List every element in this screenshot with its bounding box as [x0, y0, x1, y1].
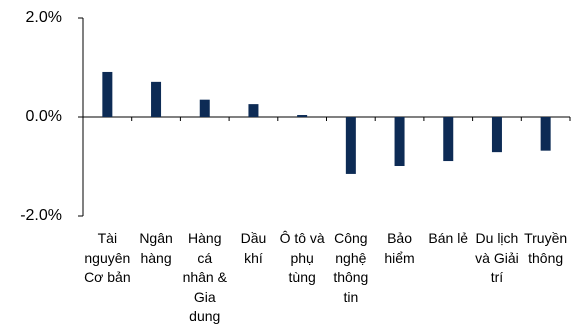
- x-tick-label-line: Bán lẻ: [428, 230, 469, 246]
- x-tick-label-line: hàng: [140, 249, 172, 266]
- x-tick-label-line: Tài: [97, 230, 118, 246]
- x-tick-label-line: Dầu: [240, 230, 267, 246]
- x-tick-label-line: phụ: [290, 249, 314, 266]
- x-tick-label-line: tin: [343, 288, 359, 305]
- x-tick-label: Bảo hiểm: [375, 229, 425, 268]
- x-tick-label-line: tùng: [288, 269, 316, 285]
- x-tick-label-line: nghệ: [335, 249, 367, 266]
- bar: [491, 117, 502, 153]
- x-tick-label: Công nghệ thông tin: [326, 229, 376, 307]
- x-tick-label-line: Ngân: [139, 230, 173, 246]
- x-tick-label-line: Cơ bản: [84, 269, 131, 285]
- x-tick-label: Dầu khí: [228, 229, 278, 268]
- x-tick-label-line: Hàng: [188, 230, 222, 246]
- bar: [151, 81, 162, 117]
- bar: [443, 117, 454, 162]
- y-tick-label: 2.0%: [25, 9, 62, 26]
- x-tick-label-line: Du lịch: [475, 230, 519, 246]
- x-tick-label-line: và Giải: [475, 249, 519, 266]
- x-tick-label: Hàng cá nhân & Gia dung: [180, 229, 230, 327]
- y-tick-label: -2.0%: [20, 207, 62, 224]
- x-tick-label-line: thông: [333, 269, 369, 285]
- x-tick-label-line: khí: [244, 249, 263, 266]
- x-tick-label: Ngân hàng: [131, 229, 181, 268]
- x-tick-label: Ô tô và phụ tùng: [277, 229, 327, 288]
- x-tick-label-line: trí: [490, 269, 504, 285]
- bar: [199, 99, 210, 117]
- x-tick-label-line: nguyên: [84, 249, 131, 266]
- x-tick-label: Tài nguyên Cơ bản: [82, 229, 132, 288]
- x-tick-label-line: Công: [334, 230, 368, 246]
- y-tick-label: 0.0%: [25, 108, 62, 125]
- bar: [297, 115, 308, 117]
- x-tick-label-line: hiểm: [384, 249, 415, 266]
- bar: [102, 71, 113, 117]
- x-tick-label: Du lịch và Giải trí: [472, 229, 522, 288]
- bar: [345, 117, 356, 174]
- x-tick-label-line: nhân &: [182, 269, 227, 285]
- x-tick-label-line: cá: [197, 249, 213, 266]
- x-tick-label: Bán lẻ: [423, 229, 473, 249]
- x-tick-label-line: dung: [189, 308, 221, 324]
- x-tick-label-line: Truyền: [524, 230, 568, 246]
- bar: [394, 117, 405, 167]
- x-tick-label-line: Bảo: [387, 230, 412, 246]
- x-tick-label-line: thông: [528, 249, 564, 266]
- bar: [248, 104, 259, 117]
- bar: [540, 117, 551, 151]
- x-tick-label-line: Gia: [193, 288, 216, 305]
- x-tick-label: Truyền thông: [521, 229, 571, 268]
- x-tick-label-line: Ô tô và: [279, 230, 325, 246]
